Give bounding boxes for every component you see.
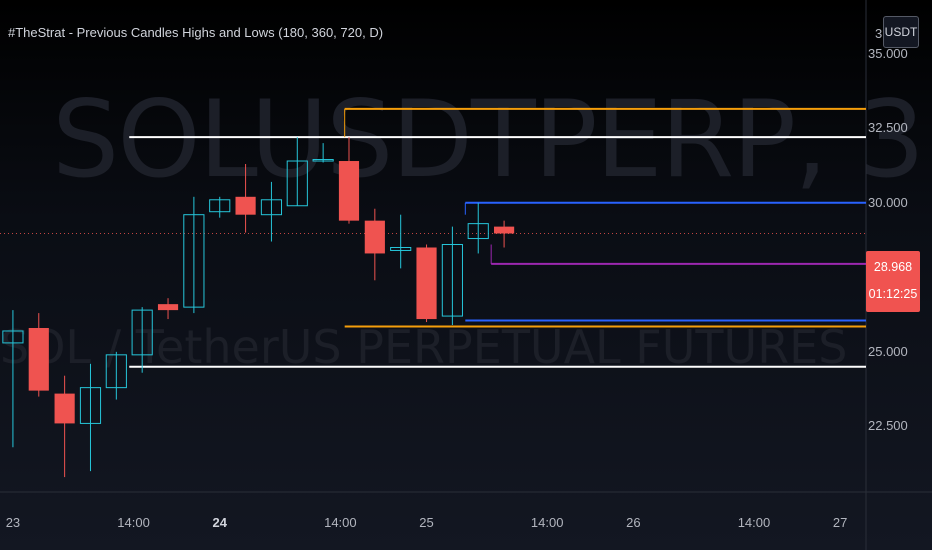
price-tick-label: 22.500 [868,418,908,434]
down-candle [157,304,179,311]
last-price-tag: 28.968 01:12:25 [866,251,920,312]
up-candle [209,199,231,213]
down-candle [416,247,437,320]
time-tick-label: 14:00 [530,515,564,530]
up-candle [2,330,24,344]
up-candle [286,160,308,207]
down-candle [235,196,256,215]
time-tick-label: 23 [5,515,21,530]
up-candle [441,244,463,317]
up-candle [260,199,283,216]
price-tick-label: 25.000 [868,343,908,359]
up-candle [312,159,334,162]
down-candle [28,328,49,391]
last-price-label: 28.968 [873,260,913,274]
time-tick-label: 26 [626,515,641,530]
time-tick-label: 14:00 [117,515,150,530]
up-candle [390,246,412,251]
indicator-title[interactable]: #TheStrat - Previous Candles Highs and L… [8,25,384,40]
symbol-watermark: SOLUSDTPERP, 3h [52,78,932,201]
description-watermark: SOL / TetherUS PERPETUAL FUTURES [0,320,848,374]
up-candle [131,309,153,356]
up-candle [105,354,127,389]
down-candle [494,226,515,234]
time-tick-label: 24 [212,515,227,530]
time-tick-label: 14:00 [324,515,357,530]
price-tick-label: 32.500 [868,120,908,136]
time-tick-label: 27 [832,515,848,530]
bar-countdown-label: 01:12:25 [868,287,918,301]
price-tick-label-partial: 3 [875,26,883,41]
time-tick-label: 25 [419,515,434,530]
down-candle [364,220,385,254]
currency-button[interactable]: USDT [883,16,919,48]
up-candle [183,214,205,308]
down-candle [338,161,360,221]
up-candle [79,387,102,424]
time-tick-label: 14:00 [737,515,771,530]
up-candle [467,223,489,240]
down-candle [54,393,75,424]
price-tick-label: 35.000 [868,45,908,61]
price-tick-label: 30.000 [868,194,908,210]
